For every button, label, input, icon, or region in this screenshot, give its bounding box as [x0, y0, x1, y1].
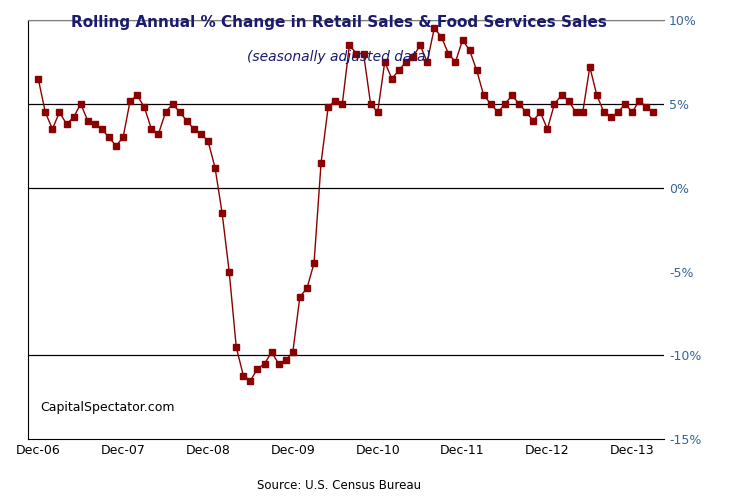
Text: (seasonally adjusted data): (seasonally adjusted data): [247, 50, 431, 64]
Text: Rolling Annual % Change in Retail Sales & Food Services Sales: Rolling Annual % Change in Retail Sales …: [72, 15, 607, 30]
Text: CapitalSpectator.com: CapitalSpectator.com: [41, 401, 175, 414]
Text: Source: U.S. Census Bureau: Source: U.S. Census Bureau: [257, 479, 421, 492]
